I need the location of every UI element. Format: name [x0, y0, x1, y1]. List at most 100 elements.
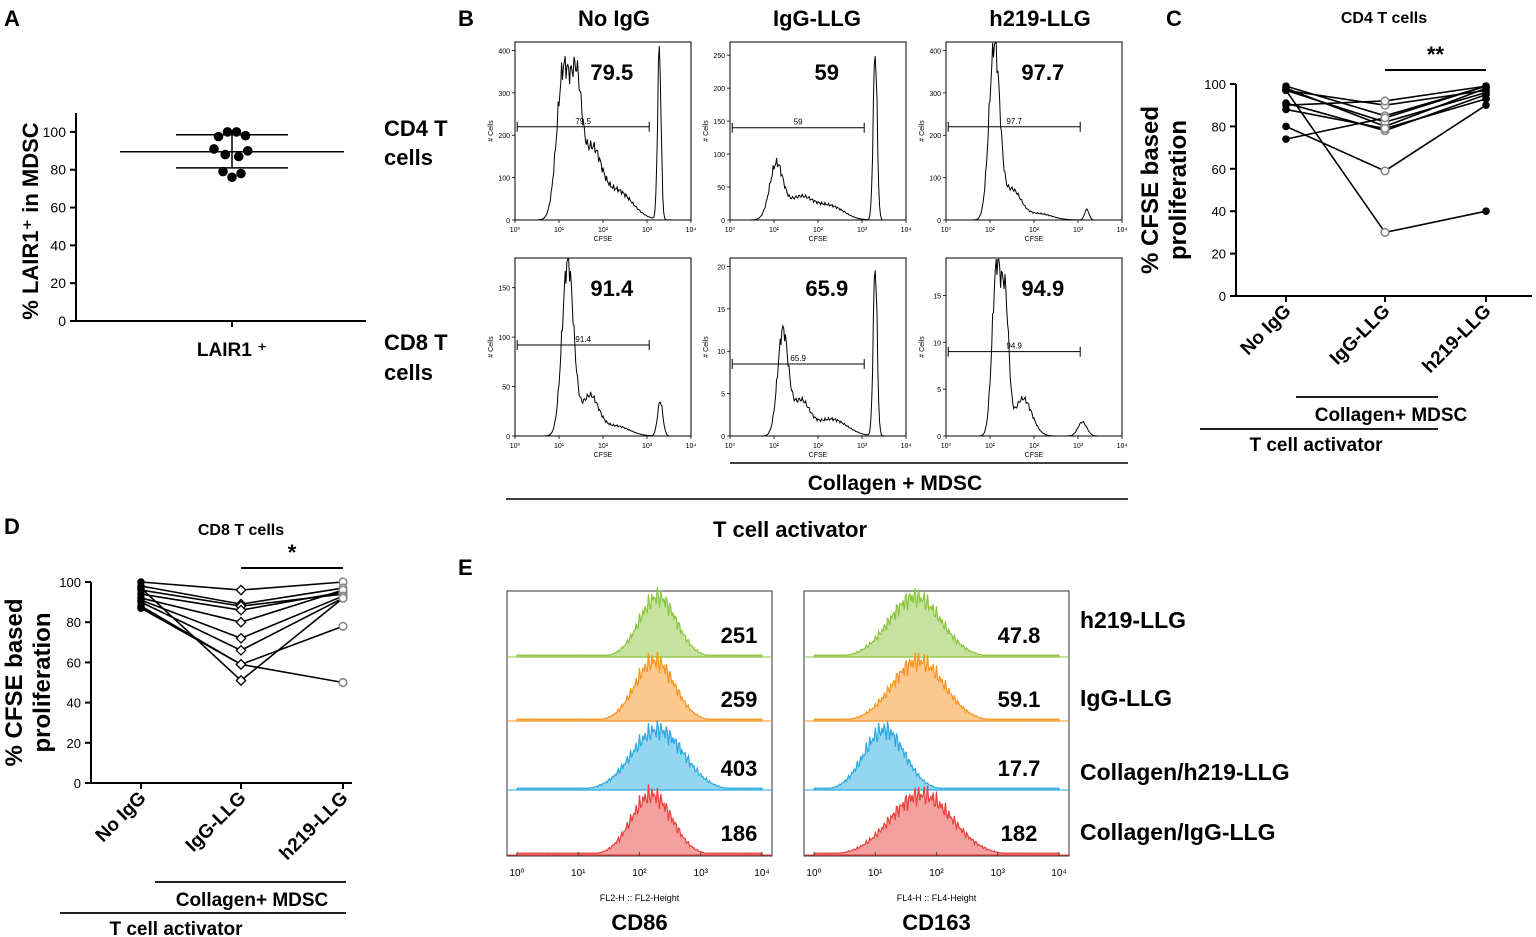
y-tick-label: 50 [502, 385, 510, 392]
x-category-label: h219-LLG [276, 788, 353, 865]
y-tick-label: 200 [929, 133, 941, 140]
mfi-value: 259 [721, 687, 758, 712]
x-tick-label: 10⁰ [725, 442, 736, 450]
x-tick-label: 10⁴ [686, 443, 697, 450]
data-point-diamond [235, 616, 247, 628]
side-label-cd4-line2: cells [384, 145, 433, 170]
significance-mark: ** [1427, 42, 1445, 67]
x-tick-label: 10⁴ [901, 227, 912, 234]
data-point-diamond [235, 674, 247, 687]
x-category-label: No IgG [1237, 301, 1296, 360]
data-point-diamond [235, 584, 247, 596]
percent-value: 91.4 [590, 276, 634, 301]
x-tick-label: 10⁰ [510, 226, 521, 234]
x-tick-label: 10⁰ [941, 226, 952, 234]
x-tick-label: 10³ [1073, 443, 1084, 450]
panel-letter-c: C [1166, 6, 1182, 31]
x-category-label: IgG-LLG [1326, 301, 1395, 370]
data-point-open [338, 621, 348, 631]
x-tick-label: 10² [1029, 443, 1040, 450]
y-axis-label: # Cells [919, 120, 926, 142]
x-tick-label: 10⁴ [1117, 227, 1128, 234]
y-tick-label: 100 [1204, 77, 1226, 92]
x-axis-label: FL4-H :: FL4-Height [897, 893, 977, 903]
y-tick-label: 40 [1212, 204, 1226, 219]
y-tick-label: 0 [506, 434, 510, 441]
y-tick-label: 5 [721, 392, 725, 399]
y-axis-label: % LAIR1⁺ in MDSC [18, 122, 43, 320]
x-tick-label: 10³ [1073, 227, 1084, 234]
x-category-label: h219-LLG [1419, 301, 1496, 378]
y-tick-label: 200 [713, 86, 725, 93]
y-tick-label: 0 [1219, 289, 1226, 304]
y-tick-label: 20 [67, 736, 81, 751]
histogram-fill [813, 721, 1060, 791]
gate-label: 91.4 [575, 335, 591, 344]
collagen-label: Collagen + MDSC [808, 472, 982, 495]
chart-title: CD8 T cells [198, 522, 284, 539]
y-tick-label: 20 [717, 264, 725, 271]
data-point [218, 166, 228, 177]
x-tick-label: 10⁴ [901, 443, 912, 450]
mfi-value: 403 [721, 756, 758, 781]
y-tick-label: 0 [721, 434, 725, 441]
y-tick-label: 80 [1212, 119, 1226, 134]
row-label: IgG-LLG [1080, 685, 1172, 711]
x-axis-label: CFSE [1025, 236, 1044, 243]
x-tick-label: 10¹ [769, 227, 780, 234]
x-tick-label: 10² [632, 868, 647, 879]
y-tick-label: 10 [933, 340, 941, 347]
mfi-value: 17.7 [998, 756, 1041, 781]
y-tick-label: 50 [717, 185, 725, 192]
x-tick-label: 10⁴ [1051, 868, 1066, 879]
y-tick-label: 0 [937, 218, 941, 225]
row-label: Collagen/IgG-LLG [1080, 819, 1276, 845]
mfi-value: 59.1 [998, 687, 1041, 712]
column-title: h219-LLG [989, 6, 1090, 31]
column-title: No IgG [578, 6, 650, 31]
gate-label: 97.7 [1006, 117, 1022, 126]
y-tick-label: 300 [498, 91, 510, 98]
y-tick-label: 0 [74, 776, 81, 791]
y-tick-label: 100 [43, 124, 67, 140]
data-point-open [1380, 227, 1390, 237]
y-tick-label: 40 [67, 696, 81, 711]
y-tick-label: 10 [717, 349, 725, 356]
x-axis-label: FL2-H :: FL2-Height [600, 893, 680, 903]
histogram-curve [946, 258, 1122, 437]
data-point-diamond [235, 632, 247, 644]
y-tick-label: 20 [50, 275, 66, 291]
gate-label: 94.9 [1006, 342, 1022, 351]
histogram-plot: 0 50 100 150 # Cells 10⁰ 10¹ 10² 10³ 10⁴ CFSE 91.4 9… [488, 257, 697, 459]
y-axis-label-line2: proliferation [29, 612, 56, 752]
data-point [1282, 86, 1290, 95]
row-label: Collagen/h219-LLG [1080, 759, 1290, 785]
x-axis-label: CFSE [809, 452, 828, 459]
data-point [1482, 82, 1490, 90]
data-point [137, 584, 145, 592]
activator-label: T cell activator [109, 919, 243, 937]
y-tick-label: 400 [929, 48, 941, 55]
histogram-plot: 0 5 10 15 20 # Cells 10⁰ 10¹ 10² 10³ 10⁴ CFSE 65.9 65… [703, 257, 912, 459]
x-tick-label: 10⁰ [806, 868, 821, 879]
histogram-fill [516, 651, 763, 722]
x-tick-label: 10³ [857, 443, 868, 450]
data-point [231, 127, 242, 137]
y-axis-label: # Cells [488, 336, 495, 358]
mfi-value: 47.8 [998, 623, 1041, 648]
histogram-curve [730, 270, 906, 437]
marker-label: CD86 [611, 910, 667, 935]
histogram-fill [813, 652, 1060, 722]
side-label-cd8-line2: cells [384, 360, 433, 385]
panel-letter-a: A [4, 6, 20, 31]
y-tick-label: 15 [717, 307, 725, 314]
x-tick-label: 10⁰ [509, 868, 524, 879]
panel-letter-b: B [458, 6, 474, 31]
data-point [213, 131, 224, 142]
data-point [240, 130, 251, 141]
histogram-curve [515, 258, 691, 437]
x-tick-label: 10¹ [985, 443, 996, 450]
y-axis-label-line1: % CFSE based [1, 598, 28, 766]
